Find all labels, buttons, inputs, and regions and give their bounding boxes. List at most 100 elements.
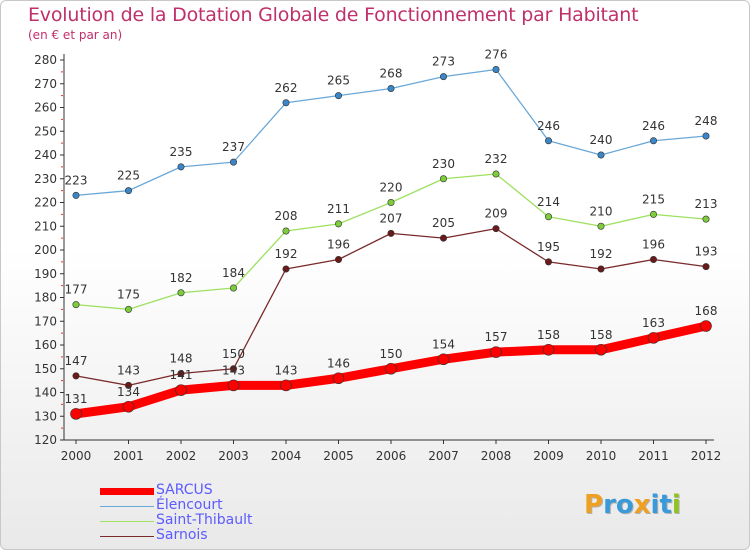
data-point [492,170,500,178]
y-tick-label: 220 [34,196,57,210]
data-label: 248 [695,114,718,128]
y-tick-label: 130 [34,409,57,423]
legend-label: Saint-Thibault [156,512,253,528]
data-label: 225 [117,169,140,183]
data-point [439,73,447,81]
legend-swatch [100,488,154,495]
data-label: 150 [222,347,245,361]
data-label: 273 [432,55,455,69]
data-label: 214 [537,195,560,209]
data-point [387,229,395,237]
data-point [702,263,710,271]
data-label: 146 [327,356,350,370]
proxiti-logo: Proxiti [584,490,681,520]
legend-swatch [100,506,154,507]
data-point [597,265,605,273]
x-tick-label: 2011 [638,449,669,463]
data-label: 192 [590,247,613,261]
x-tick-label: 2008 [481,449,512,463]
data-label: 246 [642,119,665,133]
data-label: 148 [170,352,193,366]
data-label: 210 [590,204,613,218]
x-tick-label: 2002 [166,449,197,463]
data-label: 177 [65,283,88,297]
x-tick-label: 2010 [586,449,617,463]
data-label: 157 [485,330,508,344]
data-label: 168 [695,304,718,318]
y-tick-label: 280 [34,53,57,67]
legend-item-elencourt: Élencourt [100,497,300,514]
data-label: 147 [65,354,88,368]
data-label: 182 [170,271,193,285]
y-tick-label: 230 [34,172,57,186]
y-tick-label: 170 [34,314,57,328]
data-point [72,372,80,380]
data-point [282,99,290,107]
data-point [72,301,80,309]
data-point [385,362,397,375]
data-point [125,381,133,389]
y-tick-label: 140 [34,386,57,400]
x-tick-label: 2001 [113,449,144,463]
data-label: 195 [537,240,560,254]
chart-title: Evolution de la Dotation Globale de Fonc… [28,4,639,26]
legend-swatch [100,536,154,537]
logo-letter: o [615,490,634,520]
data-label: 262 [275,81,298,95]
data-point [702,215,710,223]
data-label: 220 [380,181,403,195]
data-point [544,137,552,145]
x-tick-label: 2000 [61,449,92,463]
x-tick-label: 2012 [691,449,722,463]
y-tick-label: 150 [34,362,57,376]
data-label: 223 [65,173,88,187]
data-point [72,191,80,199]
data-label: 192 [275,247,298,261]
data-point [439,175,447,183]
legend-item-saint-thibault: Saint-Thibault [100,512,300,529]
legend-label: SARCUS [156,482,213,498]
x-tick-label: 2005 [323,449,354,463]
data-point [175,384,187,396]
y-tick-label: 200 [34,243,57,257]
data-label: 158 [537,328,560,342]
data-point [490,346,502,358]
data-point [647,332,660,344]
data-point [492,66,500,74]
data-point [334,255,342,263]
data-point [649,210,657,218]
data-label: 184 [222,266,245,280]
logo-letter: t [659,490,672,520]
data-point [332,372,345,385]
data-point [387,199,395,207]
data-point [544,258,552,266]
data-point [334,220,342,228]
legend-label: Élencourt [156,497,223,513]
data-point [439,234,447,242]
data-label: 154 [432,337,455,351]
data-point [702,132,710,140]
y-tick-label: 190 [34,267,57,281]
data-label: 209 [485,207,508,221]
data-point [282,265,290,273]
data-point [649,255,657,263]
data-label: 150 [380,347,403,361]
x-tick-label: 2009 [533,449,564,463]
legend-label: Sarnois [156,527,208,543]
data-point [437,353,450,366]
y-tick-label: 240 [34,148,57,162]
x-tick-label: 2007 [428,449,459,463]
data-point [227,379,240,392]
legend-item-sarcus: SARCUS [100,482,300,499]
data-point [700,320,712,332]
data-point [125,187,133,195]
data-label: 131 [65,392,88,406]
y-tick-label: 120 [34,433,57,447]
data-label: 240 [590,133,613,147]
logo-letter: i [671,490,681,520]
data-point [177,163,185,171]
data-point [177,369,185,377]
data-point [544,213,552,221]
data-point [230,284,238,292]
